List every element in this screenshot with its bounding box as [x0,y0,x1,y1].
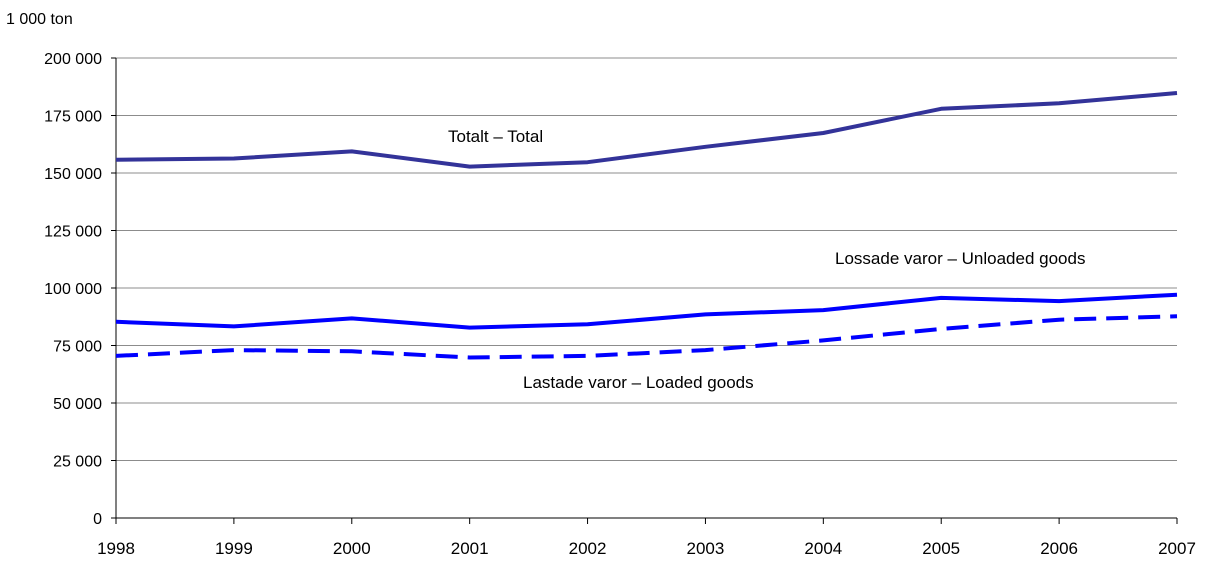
x-tick-label: 1998 [97,539,135,558]
y-tick-label: 200 000 [44,51,102,68]
y-tick-label: 75 000 [53,339,102,356]
x-tick-label: 2004 [804,539,842,558]
y-tick-label: 50 000 [53,396,102,413]
y-axis-unit-label: 1 000 ton [6,11,73,28]
axes [111,57,1178,524]
y-tick-label: 150 000 [44,166,102,183]
series-line-0 [115,91,1178,169]
gridlines [116,57,1177,461]
y-tick-label: 25 000 [53,454,102,471]
series-label-loaded: Lastade varor – Loaded goods [523,373,754,392]
series-line-2 [115,314,1178,360]
x-tick-label: 2007 [1158,539,1196,558]
x-tick-label: 2006 [1040,539,1078,558]
y-tick-label: 125 000 [44,224,102,241]
x-tick-label: 2003 [687,539,725,558]
x-tick-label: 2005 [922,539,960,558]
x-tick-labels: 1998 1999 2000 2001 2002 2003 2004 2005 2006 2007 [97,539,1196,558]
series-lines [115,91,1178,360]
x-tick-label: 2002 [569,539,607,558]
series-label-total: Totalt – Total [448,127,543,146]
x-tick-label: 2001 [451,539,489,558]
series-line-1 [115,292,1178,330]
x-tick-label: 2000 [333,539,371,558]
y-tick-labels: 0 25 000 50 000 75 000 100 000 125 000 150 000… [44,51,102,528]
y-tick-label: 0 [93,511,102,528]
series-label-unloaded: Lossade varor – Unloaded goods [835,249,1085,268]
y-tick-label: 100 000 [44,281,102,298]
x-tick-label: 1999 [215,539,253,558]
y-tick-label: 175 000 [44,109,102,126]
